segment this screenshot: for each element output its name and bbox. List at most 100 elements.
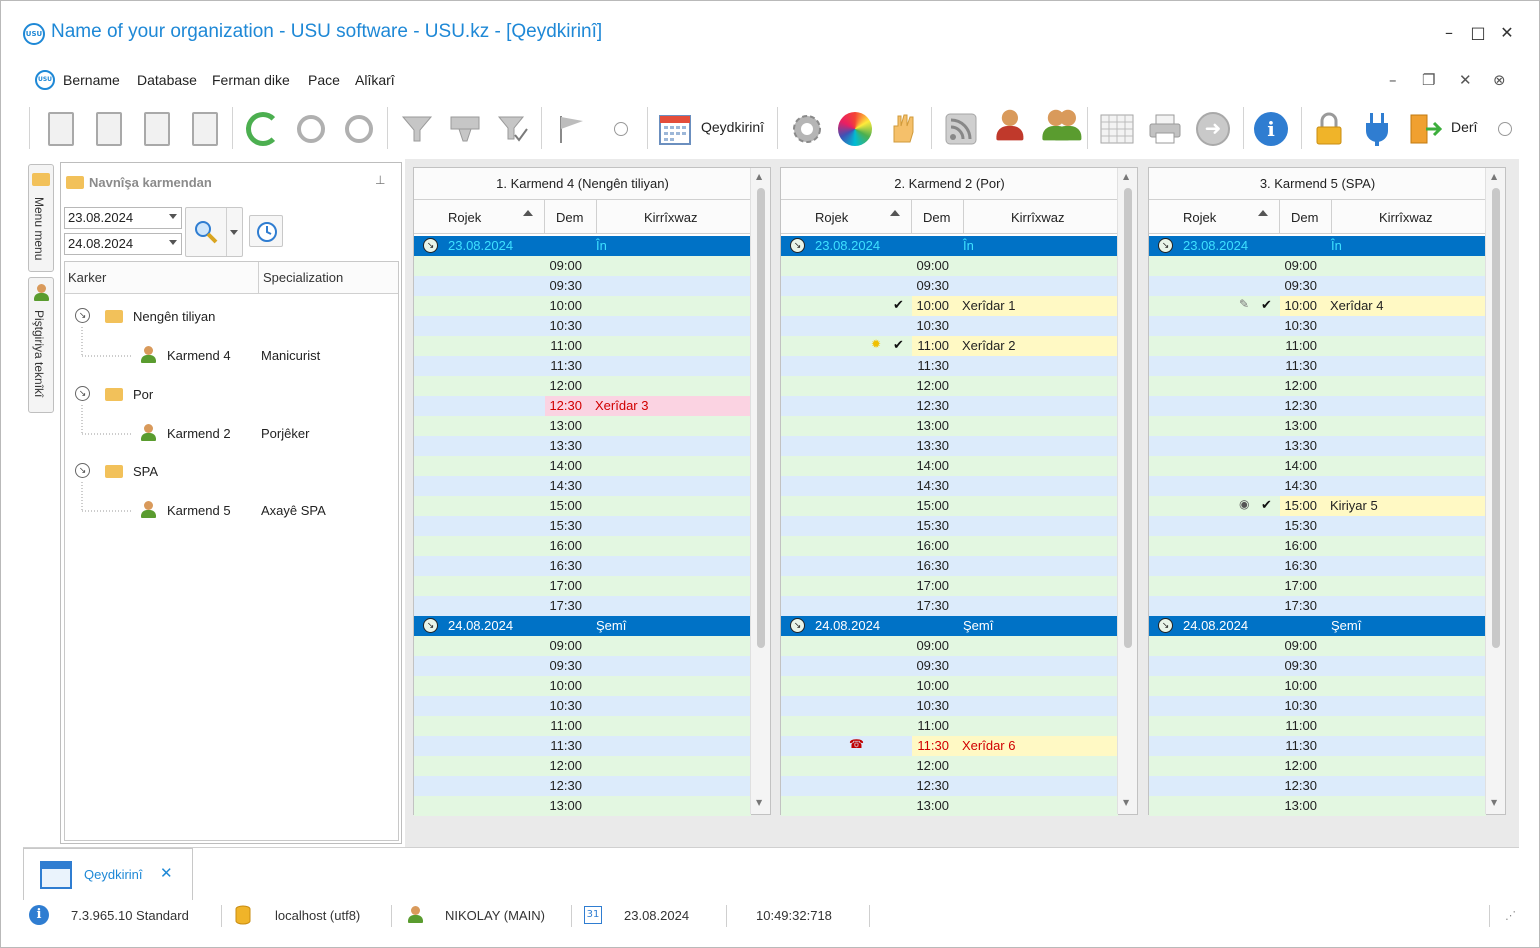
time-slot-row[interactable]: 17:00 <box>414 576 751 596</box>
time-slot-row[interactable]: 17:00 <box>1149 576 1486 596</box>
time-slot-row[interactable]: 10:00 <box>1149 676 1486 696</box>
mdi-close-button[interactable]: ✕ <box>1459 71 1472 89</box>
collapse-icon[interactable]: ↘ <box>1158 618 1173 633</box>
search-split-button[interactable] <box>185 207 243 257</box>
info-icon[interactable]: i <box>1251 107 1291 151</box>
time-slot-row[interactable]: 10:30 <box>414 696 751 716</box>
time-slot-row[interactable]: 12:00 <box>1149 756 1486 776</box>
collapse-icon[interactable]: ↘ <box>790 618 805 633</box>
time-slot-row[interactable]: 17:30 <box>414 596 751 616</box>
time-slot-row[interactable]: 11:30 <box>414 356 751 376</box>
time-slot-row[interactable]: 09:30 <box>1149 276 1486 296</box>
time-slot-row[interactable]: 14:30 <box>414 476 751 496</box>
menu-bername[interactable]: Bername <box>63 72 120 88</box>
date-from-field[interactable]: 23.08.2024 <box>64 207 182 229</box>
time-slot-row[interactable]: 09:30 <box>414 276 751 296</box>
time-slot-row[interactable]: 12:00 <box>781 756 1118 776</box>
print-icon[interactable] <box>1145 107 1185 151</box>
exit-door-icon[interactable] <box>1405 107 1445 151</box>
column-header-dem[interactable]: Dem <box>1291 210 1319 225</box>
time-slot-row[interactable]: 14:00 <box>414 456 751 476</box>
time-slot-row[interactable]: 10:30 <box>1149 696 1486 716</box>
scrollbar-thumb[interactable] <box>1124 188 1132 648</box>
time-slot-row[interactable]: 11:00 <box>414 336 751 356</box>
vertical-scrollbar[interactable]: ▲ ▼ <box>1485 168 1505 814</box>
collapse-icon[interactable]: ↘ <box>1158 238 1173 253</box>
delete-record-icon[interactable] <box>185 107 225 151</box>
sort-ascending-icon[interactable] <box>890 210 900 216</box>
appointment-row[interactable]: ✔ 10:00 Xerîdar 1 <box>781 296 1118 316</box>
pin-icon[interactable]: ⊥ <box>375 173 386 187</box>
time-slot-row[interactable]: 09:30 <box>781 656 1118 676</box>
column-header-karker[interactable]: Karker <box>68 270 107 285</box>
menu-database[interactable]: Database <box>137 72 197 88</box>
calendar-button-label[interactable]: Qeydkirinî <box>701 119 765 135</box>
scroll-down-icon[interactable]: ▼ <box>1491 798 1498 807</box>
scroll-up-icon[interactable]: ▲ <box>756 172 763 181</box>
add-record-icon[interactable] <box>41 107 81 151</box>
menu-alikari[interactable]: Alîkarî <box>355 72 395 88</box>
tree-group-row[interactable]: ↘ Nengên tiliyan <box>65 305 398 329</box>
time-slot-row[interactable]: 11:00 <box>781 716 1118 736</box>
time-slot-row[interactable]: 09:30 <box>414 656 751 676</box>
time-slot-row[interactable]: 13:00 <box>414 416 751 436</box>
time-slot-row[interactable]: 16:00 <box>781 536 1118 556</box>
time-slot-row[interactable]: 16:00 <box>414 536 751 556</box>
copy-record-icon[interactable] <box>89 107 129 151</box>
appointment-row[interactable]: ✎ ✔ 10:00 Xerîdar 4 <box>1149 296 1486 316</box>
close-button[interactable]: ✕ <box>1500 23 1514 42</box>
plug-icon[interactable] <box>1357 107 1397 151</box>
day-group-row[interactable]: ↘ 24.08.2024 Şemî <box>414 616 751 636</box>
time-slot-row[interactable]: 10:30 <box>781 696 1118 716</box>
time-slot-row[interactable]: 10:00 <box>414 296 751 316</box>
forward-arrow-icon[interactable]: ➜ <box>1193 107 1233 151</box>
collapse-icon[interactable]: ↘ <box>423 618 438 633</box>
schedule-column-title[interactable]: 1. Karmend 4 (Nengên tiliyan) <box>414 168 751 200</box>
time-slot-row[interactable]: 11:30 <box>781 356 1118 376</box>
time-slot-row[interactable]: 11:30 <box>414 736 751 756</box>
collapse-icon[interactable]: ↘ <box>423 238 438 253</box>
minimize-button[interactable]: – <box>1445 23 1453 42</box>
time-slot-row[interactable]: 09:00 <box>1149 256 1486 276</box>
search-icon[interactable] <box>291 107 331 151</box>
date-to-field[interactable]: 24.08.2024 <box>64 233 182 255</box>
time-slot-row[interactable]: 12:30 <box>781 396 1118 416</box>
time-slot-row[interactable]: 15:00 <box>414 496 751 516</box>
menu-pace[interactable]: Pace <box>308 72 340 88</box>
column-header-rojek[interactable]: Rojek <box>815 210 849 225</box>
chevron-down-icon[interactable] <box>169 214 177 219</box>
flag-icon[interactable] <box>551 107 591 151</box>
side-tab-support[interactable]: Piştgiriya teknîkî <box>28 277 54 413</box>
mdi-minimize-button[interactable]: – <box>1389 71 1397 89</box>
day-group-row[interactable]: ↘ 23.08.2024 În <box>414 236 751 256</box>
time-slot-row[interactable]: 12:00 <box>781 376 1118 396</box>
scrollbar-thumb[interactable] <box>757 188 765 648</box>
column-header-dem[interactable]: Dem <box>923 210 951 225</box>
tree-group-row[interactable]: ↘ SPA <box>65 460 398 484</box>
toolbar-collapse-icon[interactable] <box>1485 107 1525 151</box>
settings-gear-icon[interactable] <box>787 107 827 151</box>
day-group-row[interactable]: ↘ 24.08.2024 Şemî <box>781 616 1118 636</box>
time-slot-row[interactable]: 17:30 <box>781 596 1118 616</box>
scroll-up-icon[interactable]: ▲ <box>1123 172 1130 181</box>
time-slot-row[interactable]: 09:00 <box>781 636 1118 656</box>
time-slot-row[interactable]: 15:00 <box>781 496 1118 516</box>
time-slot-row[interactable]: 12:30 <box>1149 776 1486 796</box>
column-header-specialization[interactable]: Specialization <box>263 270 344 285</box>
schedule-column-title[interactable]: 2. Karmend 2 (Por) <box>781 168 1118 200</box>
advanced-search-icon[interactable] <box>339 107 379 151</box>
time-slot-row[interactable]: 13:00 <box>414 796 751 816</box>
exit-button-label[interactable]: Derî <box>1451 119 1478 135</box>
toolbar-more-icon[interactable] <box>601 107 641 151</box>
calendar-icon[interactable] <box>655 107 695 151</box>
sort-ascending-icon[interactable] <box>1258 210 1268 216</box>
filter-settings-icon[interactable] <box>445 107 485 151</box>
document-tab-close-icon[interactable]: ✕ <box>160 864 173 882</box>
time-slot-row[interactable]: 09:00 <box>414 636 751 656</box>
collapse-icon[interactable]: ↘ <box>75 463 90 478</box>
filter-icon[interactable] <box>397 107 437 151</box>
column-header-rojek[interactable]: Rojek <box>448 210 482 225</box>
resize-grip-icon[interactable]: ⋰ <box>1505 909 1516 922</box>
maximize-button[interactable]: □ <box>1470 23 1486 42</box>
time-slot-row[interactable]: 13:00 <box>781 416 1118 436</box>
